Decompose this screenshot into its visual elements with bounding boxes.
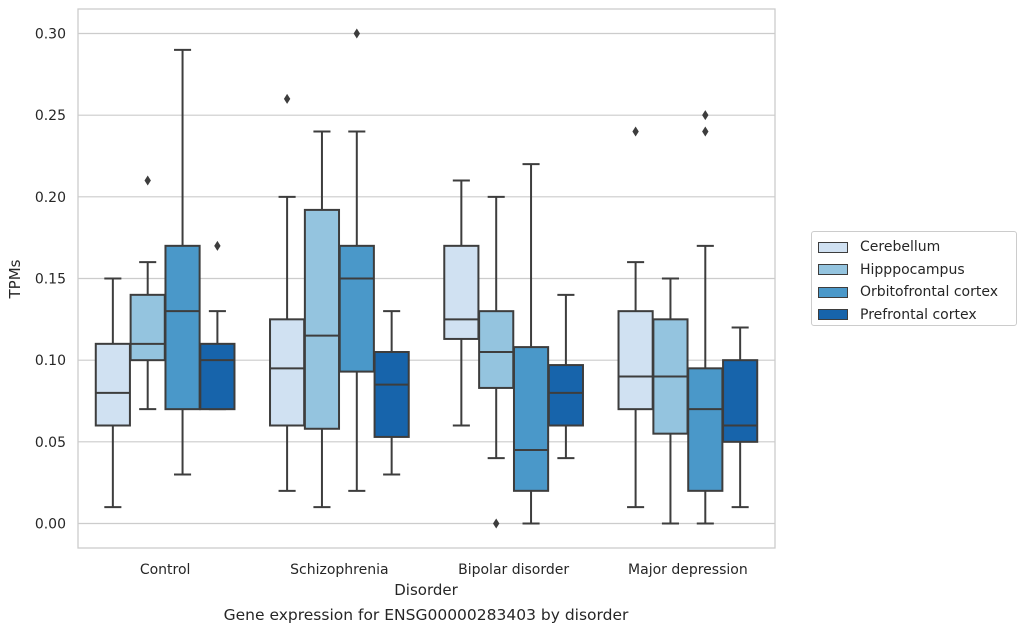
y-axis-label: TPMs [6, 259, 24, 299]
box-group [687, 110, 724, 525]
box-group [443, 179, 480, 427]
outlier-point [493, 518, 500, 529]
box-group [129, 175, 166, 411]
x-tick-label: Major depression [628, 562, 748, 578]
box [199, 342, 236, 411]
box [687, 367, 724, 492]
box [722, 359, 759, 443]
legend-swatch [818, 309, 848, 321]
x-axis-label: Disorder [394, 581, 458, 599]
figure-caption: Gene expression for ENSG00000283403 by d… [223, 606, 629, 624]
box [547, 364, 584, 427]
box [129, 293, 166, 362]
box [373, 351, 410, 438]
outlier-point [144, 175, 151, 186]
x-tick-label: Schizophrenia [290, 562, 388, 578]
box-group [512, 163, 550, 525]
y-tick-label: 0.25 [35, 108, 66, 124]
outlier-point [353, 28, 360, 39]
box-group [164, 48, 201, 476]
legend-swatch [818, 241, 848, 253]
box [94, 342, 131, 427]
outlier-point [283, 93, 291, 104]
outlier-point [632, 126, 639, 137]
y-tick-label: 0.05 [35, 435, 66, 451]
outlier-point [214, 240, 221, 251]
legend-swatch [818, 264, 848, 276]
box-layer [94, 28, 759, 529]
legend-item: Orbitofrontal cortex [818, 281, 1016, 304]
box-group [338, 28, 375, 492]
legend-label: Hipppocampus [860, 261, 965, 278]
x-tick-label: Control [140, 562, 191, 578]
plot-frame [77, 8, 776, 549]
box-group [617, 126, 654, 509]
box [338, 244, 375, 373]
outlier-point [702, 126, 709, 137]
box-group [94, 277, 131, 509]
box-group [722, 326, 759, 509]
y-tick-label: 0.30 [35, 27, 66, 43]
box-group [269, 93, 306, 492]
y-tick-label: 0.10 [35, 353, 66, 369]
box [443, 244, 480, 340]
legend-label: Cerebellum [860, 239, 941, 256]
legend-item: Prefrontal cortex [818, 304, 1016, 327]
y-tick-label: 0.00 [35, 517, 66, 533]
x-tick-label: Bipolar disorder [458, 562, 569, 578]
y-tick-label: 0.15 [35, 272, 66, 288]
box [512, 346, 550, 492]
box [303, 208, 341, 430]
box [617, 310, 654, 411]
box-group [373, 310, 410, 476]
legend-item: Hipppocampus [818, 259, 1016, 282]
box [478, 310, 515, 389]
legend-item: Cerebellum [818, 236, 1016, 259]
box-group [547, 293, 584, 460]
box-group [199, 240, 236, 411]
legend-label: Prefrontal cortex [860, 306, 977, 323]
box [164, 244, 201, 411]
box-group [303, 130, 341, 509]
legend: Cerebellum Hipppocampus Orbitofrontal cort… [811, 231, 1017, 326]
outlier-point [702, 110, 709, 121]
legend-label: Orbitofrontal cortex [860, 284, 998, 301]
y-tick-label: 0.20 [35, 190, 66, 206]
box-group [478, 195, 515, 529]
box-group [652, 277, 689, 525]
box [269, 318, 306, 427]
legend-swatch [818, 286, 848, 298]
y-tick-labels: 0.00 0.05 0.10 0.15 0.20 0.25 0.30 [35, 27, 66, 533]
x-tick-labels: Control Schizophrenia Bipolar disorder Majo… [140, 562, 748, 578]
